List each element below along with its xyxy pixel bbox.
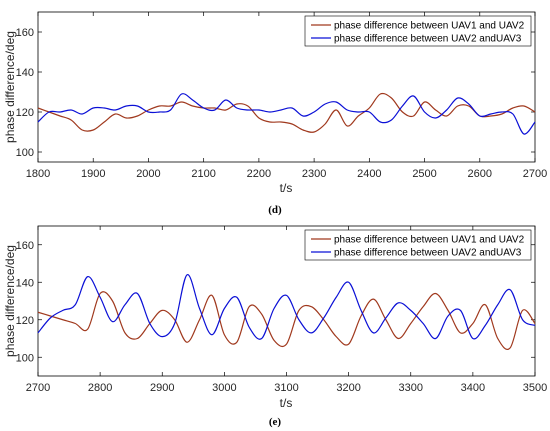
panel-label-d: (d) bbox=[268, 204, 282, 216]
x-tick-label: 2100 bbox=[191, 168, 215, 180]
chart-panel-d: 1800 1900 2000 2100 2200 2300 2400 2500 2600 2700… bbox=[3, 11, 547, 216]
x-tick-label: 3400 bbox=[461, 382, 485, 394]
legend-label-uav23: phase difference between UAV2 andUAV3 bbox=[334, 34, 522, 45]
series-lines bbox=[37, 274, 536, 350]
chart-panel-e: 2700 2800 2900 3000 3100 3200 3300 3400 3500 100… bbox=[3, 225, 547, 428]
y-axis: 100 120 140 160 bbox=[16, 27, 535, 159]
x-tick-label: 1900 bbox=[81, 168, 105, 180]
x-tick-label: 2800 bbox=[88, 382, 112, 394]
legend-label-uav23: phase difference between UAV2 andUAV3 bbox=[334, 248, 522, 259]
legend-box bbox=[304, 15, 532, 47]
x-tick-label: 2600 bbox=[468, 168, 492, 180]
x-tick-label: 1800 bbox=[26, 168, 50, 180]
x-tick-label: 2500 bbox=[412, 168, 436, 180]
x-tick-label: 2700 bbox=[523, 168, 547, 180]
y-tick-label: 120 bbox=[16, 107, 34, 119]
series-lines bbox=[37, 92, 536, 135]
y-tick-label: 120 bbox=[16, 315, 34, 327]
series-line-uav1-uav2 bbox=[37, 291, 536, 350]
y-tick-label: 140 bbox=[16, 67, 34, 79]
y-axis-label: phase difference/deg bbox=[3, 31, 17, 143]
x-axis-label: t/s bbox=[280, 181, 293, 195]
legend: phase difference between UAV1 and UAV2 p… bbox=[304, 15, 532, 47]
y-tick-label: 100 bbox=[16, 147, 34, 159]
x-tick-label: 2000 bbox=[136, 168, 160, 180]
legend-label-uav12: phase difference between UAV1 and UAV2 bbox=[334, 235, 525, 246]
series-line-uav1-uav2 bbox=[37, 92, 536, 133]
panel-label-e: (e) bbox=[269, 416, 282, 428]
x-tick-label: 2200 bbox=[247, 168, 271, 180]
x-tick-label: 2300 bbox=[302, 168, 326, 180]
x-tick-label: 3200 bbox=[336, 382, 360, 394]
y-tick-label: 160 bbox=[16, 27, 34, 39]
legend: phase difference between UAV1 and UAV2 p… bbox=[304, 229, 532, 261]
x-tick-label: 3000 bbox=[212, 382, 236, 394]
x-tick-label: 2400 bbox=[357, 168, 381, 180]
y-axis: 100 120 140 160 bbox=[16, 240, 535, 364]
series-line-uav2-uav3 bbox=[37, 93, 536, 135]
legend-box bbox=[304, 229, 532, 261]
y-tick-label: 160 bbox=[16, 240, 34, 252]
y-tick-label: 100 bbox=[16, 352, 34, 364]
x-tick-label: 2900 bbox=[150, 382, 174, 394]
y-axis-label: phase difference/deg bbox=[3, 245, 17, 357]
series-line-uav2-uav3 bbox=[37, 274, 536, 340]
x-axis: 2700 2800 2900 3000 3100 3200 3300 3400 3500 bbox=[26, 226, 547, 394]
x-tick-label: 3100 bbox=[274, 382, 298, 394]
legend-label-uav12: phase difference between UAV1 and UAV2 bbox=[334, 21, 525, 32]
x-tick-label: 3300 bbox=[399, 382, 423, 394]
y-tick-label: 140 bbox=[16, 277, 34, 289]
x-tick-label: 3500 bbox=[523, 382, 547, 394]
x-axis: 1800 1900 2000 2100 2200 2300 2400 2500 2600 2700 bbox=[26, 12, 547, 180]
x-tick-label: 2700 bbox=[26, 382, 50, 394]
x-axis-label: t/s bbox=[280, 396, 293, 410]
